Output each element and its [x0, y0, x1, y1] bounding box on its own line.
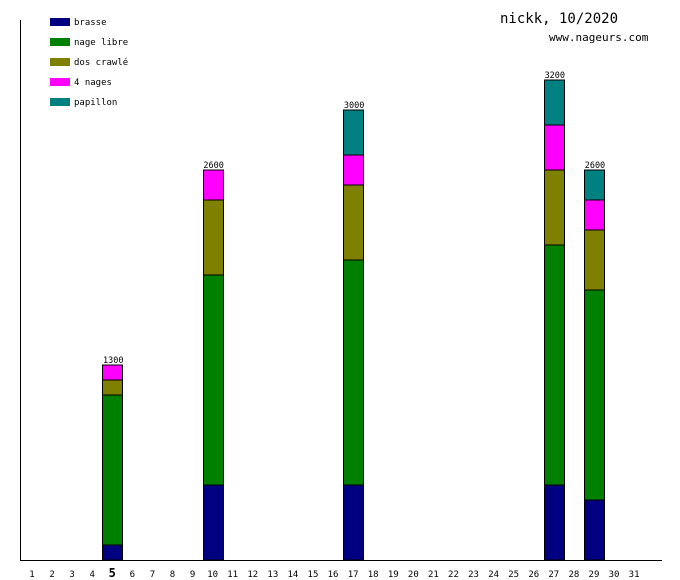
legend-label-brasse: brasse — [74, 18, 107, 28]
x-tick-16: 16 — [328, 570, 339, 580]
bar-segment-papillon-day-27 — [544, 79, 565, 126]
legend-swatch-nage-libre — [50, 38, 70, 46]
bar-segment-brasse-day-29 — [584, 499, 605, 561]
bar-segment-4-nages-day-29 — [584, 199, 605, 231]
x-tick-24: 24 — [488, 570, 499, 580]
x-tick-1: 1 — [29, 570, 34, 580]
x-tick-25: 25 — [508, 570, 519, 580]
bar-segment-brasse-day-17 — [343, 484, 364, 561]
x-tick-18: 18 — [368, 570, 379, 580]
bar-segment-papillon-day-29 — [584, 169, 605, 201]
legend-label-4-nages: 4 nages — [74, 78, 112, 88]
bar-segment-dos-crawle-day-27 — [544, 169, 565, 246]
x-tick-12: 12 — [247, 570, 258, 580]
bar-segment-4-nages-day-5 — [102, 364, 123, 381]
x-tick-31: 31 — [629, 570, 640, 580]
x-tick-labels: 1 2 3 4 5 6 7 8 9 10 11 12 13 14 15 16 17 18 19 20 21 22 23 24 2… — [29, 566, 639, 580]
bar-segment-nage-libre-day-10 — [203, 274, 224, 486]
bar-segment-papillon-day-17 — [343, 109, 364, 156]
x-tick-11: 11 — [227, 570, 238, 580]
bar-total-day-5: 1300 — [103, 356, 123, 366]
bar-total-day-17: 3000 — [344, 101, 364, 111]
x-tick-17: 17 — [348, 570, 359, 580]
site-url: www.nageurs.com — [549, 31, 649, 44]
bar-segment-nage-libre-day-27 — [544, 244, 565, 486]
x-tick-5: 5 — [109, 566, 116, 580]
x-tick-26: 26 — [528, 570, 539, 580]
legend-label-papillon: papillon — [74, 98, 117, 108]
x-tick-22: 22 — [448, 570, 459, 580]
x-tick-2: 2 — [49, 570, 54, 580]
bar-segment-4-nages-day-27 — [544, 124, 565, 171]
x-tick-4: 4 — [89, 570, 94, 580]
bar-total-day-27: 3200 — [545, 71, 565, 81]
bar-segment-dos-crawle-day-10 — [203, 199, 224, 276]
x-tick-13: 13 — [267, 570, 278, 580]
x-tick-29: 29 — [589, 570, 600, 580]
bar-segment-4-nages-day-10 — [203, 169, 224, 201]
bar-segment-brasse-day-10 — [203, 484, 224, 561]
x-tick-28: 28 — [568, 570, 579, 580]
x-tick-10: 10 — [207, 570, 218, 580]
bar-segment-dos-crawle-day-29 — [584, 229, 605, 291]
x-tick-30: 30 — [609, 570, 620, 580]
bar-segment-nage-libre-day-29 — [584, 289, 605, 501]
legend-swatch-papillon — [50, 98, 70, 106]
x-tick-3: 3 — [69, 570, 74, 580]
bar-segment-nage-libre-day-5 — [102, 394, 123, 546]
legend-swatch-brasse — [50, 18, 70, 26]
chart-title: nickk, 10/2020 — [500, 11, 618, 27]
legend-label-dos-crawle: dos crawlé — [74, 57, 128, 68]
bar-segment-dos-crawle-day-5 — [102, 379, 123, 396]
x-tick-8: 8 — [170, 570, 175, 580]
x-tick-9: 9 — [190, 570, 195, 580]
legend-swatch-4-nages — [50, 78, 70, 86]
bars — [102, 79, 605, 561]
x-tick-19: 19 — [388, 570, 399, 580]
bar-total-day-10: 2600 — [203, 161, 223, 171]
legend: brasse nage libre dos crawlé 4 nages papillo… — [50, 18, 128, 108]
x-tick-20: 20 — [408, 570, 419, 580]
x-tick-6: 6 — [130, 570, 135, 580]
bar-segment-brasse-day-5 — [102, 544, 123, 561]
legend-swatch-dos-crawle — [50, 58, 70, 66]
x-tick-23: 23 — [468, 570, 479, 580]
bar-total-day-29: 2600 — [585, 161, 605, 171]
x-tick-15: 15 — [308, 570, 319, 580]
x-tick-27: 27 — [548, 570, 559, 580]
bar-segment-4-nages-day-17 — [343, 154, 364, 186]
bar-totals: 1300 2600 3000 3200 2600 — [103, 71, 605, 366]
bar-segment-brasse-day-27 — [544, 484, 565, 561]
x-tick-14: 14 — [287, 570, 298, 580]
bar-segment-nage-libre-day-17 — [343, 259, 364, 486]
bar-segment-dos-crawle-day-17 — [343, 184, 364, 261]
x-tick-21: 21 — [428, 570, 439, 580]
x-tick-7: 7 — [150, 570, 155, 580]
legend-label-nage-libre: nage libre — [74, 38, 128, 48]
